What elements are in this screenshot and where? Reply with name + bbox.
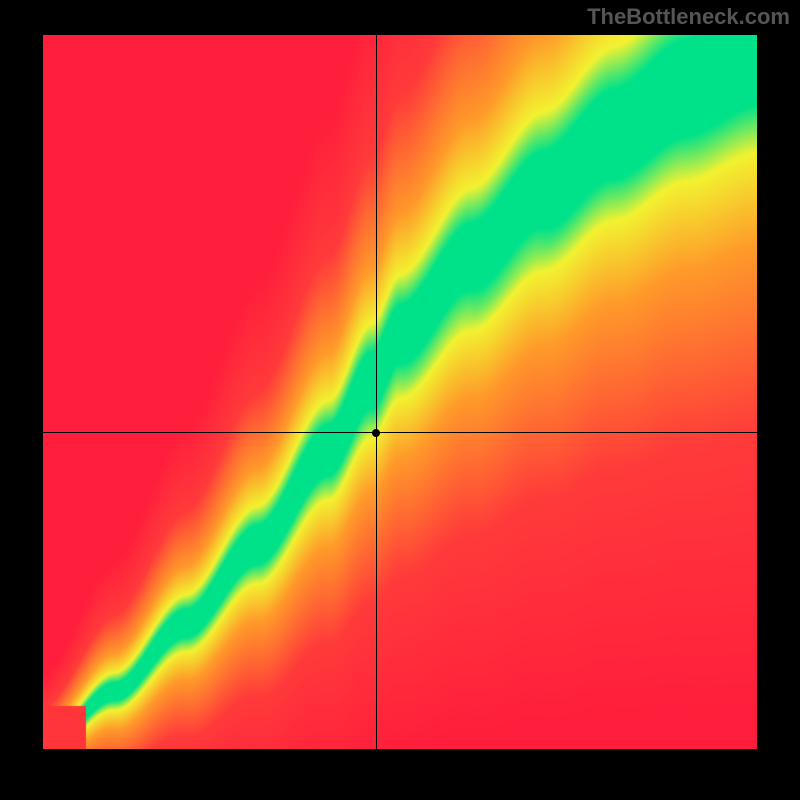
- figure-container: TheBottleneck.com: [0, 0, 800, 800]
- crosshair-horizontal: [43, 432, 757, 433]
- watermark-text: TheBottleneck.com: [587, 4, 790, 30]
- crosshair-vertical: [376, 35, 377, 749]
- plot-area: [43, 35, 757, 749]
- crosshair-marker: [372, 429, 380, 437]
- heatmap-canvas: [43, 35, 757, 749]
